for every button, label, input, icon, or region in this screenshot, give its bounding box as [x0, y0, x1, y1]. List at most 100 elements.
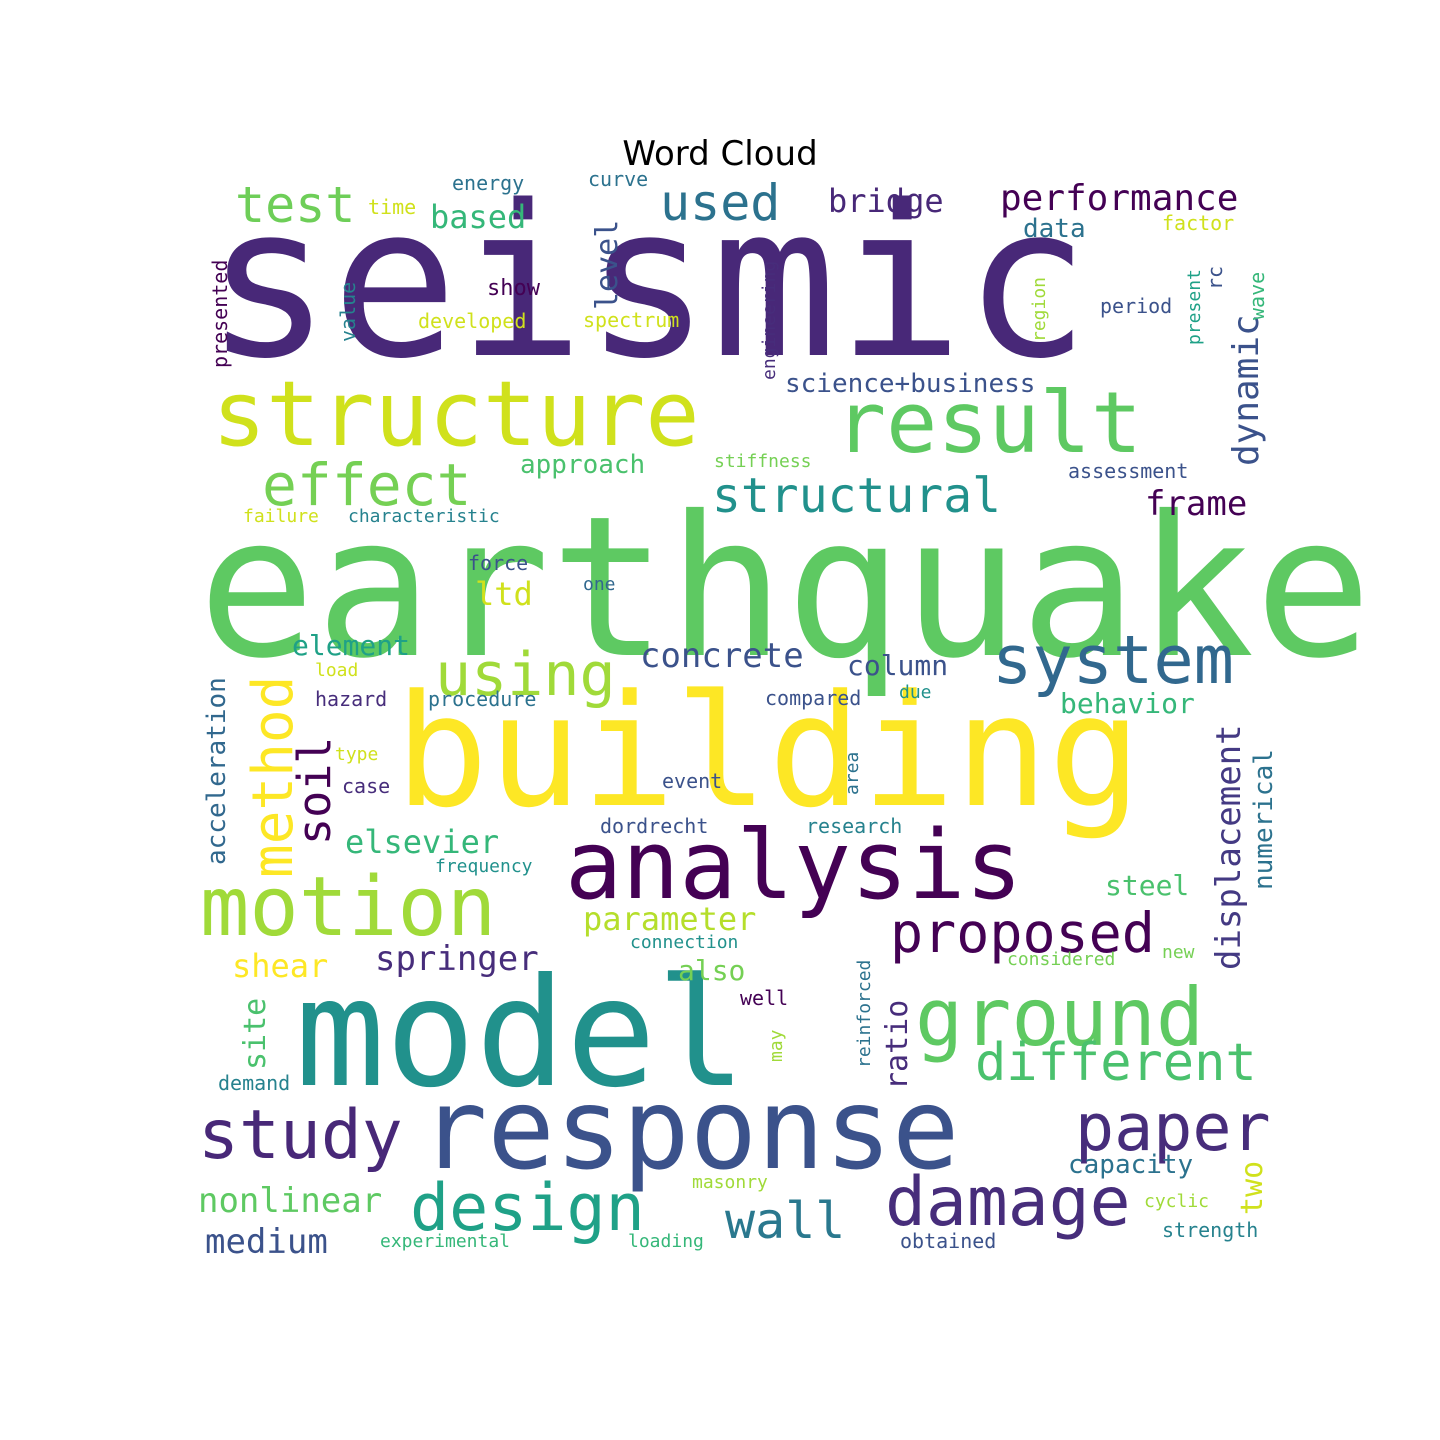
word-behavior: behavior [1060, 687, 1195, 720]
word-frequency: frequency [435, 856, 533, 877]
word-obtained: obtained [900, 1229, 996, 1253]
word-building: building [395, 661, 1142, 842]
word-data: data [1023, 214, 1086, 244]
word-considered: considered [1007, 949, 1115, 970]
word-steel: steel [1105, 869, 1189, 902]
word-experimental: experimental [380, 1231, 510, 1252]
word-paper: paper [1075, 1091, 1271, 1166]
word-system: system [992, 621, 1234, 699]
word-value: value [336, 282, 360, 342]
word-reinforced: reinforced [854, 960, 875, 1068]
word-spectrum: spectrum [583, 308, 679, 332]
word-medium: medium [205, 1222, 328, 1262]
word-ground: ground [915, 971, 1204, 1064]
word-structural: structural [712, 468, 1001, 524]
word-one: one [583, 574, 616, 595]
word-level: level [590, 220, 625, 310]
word-rc: rc [1203, 266, 1227, 290]
word-damage: damage [885, 1163, 1131, 1242]
word-factor: factor [1162, 211, 1234, 235]
word-model: model [295, 947, 747, 1121]
word-result: result [835, 374, 1142, 473]
word-elsevier: elsevier [345, 823, 499, 861]
word-new: new [1162, 942, 1195, 963]
word-presented: presented [208, 260, 232, 368]
word-used: used [660, 174, 780, 232]
word-study: study [198, 1096, 403, 1175]
word-show: show [487, 276, 541, 301]
word-research: research [806, 814, 902, 838]
word-numerical: numerical [1249, 749, 1279, 890]
word-capacity: capacity [1068, 1150, 1193, 1180]
word-column: column [847, 649, 948, 682]
word-displacement: displacement [1209, 724, 1249, 970]
word-structure: structure [212, 362, 700, 467]
word-analysis: analysis [565, 811, 1023, 921]
word-motion: motion [200, 860, 496, 955]
word-response: response [420, 1065, 959, 1195]
word-characteristic: characteristic [348, 506, 500, 527]
word-strength: strength [1162, 1218, 1258, 1242]
word-seismic: seismic [205, 160, 1090, 405]
word-acceleration: acceleration [202, 677, 232, 865]
word-type: type [335, 744, 378, 765]
word-stiffness: stiffness [714, 451, 812, 472]
word-also: also [678, 954, 745, 987]
word-proposed: proposed [890, 901, 1155, 965]
word-earthquake: earthquake [198, 474, 1372, 701]
word-well: well [740, 986, 788, 1010]
word-effect: effect [262, 451, 472, 519]
word-engineering: engineering [759, 261, 780, 380]
word-cyclic: cyclic [1144, 1191, 1209, 1212]
word-different: different [975, 1033, 1257, 1093]
word-site: site [238, 998, 273, 1070]
chart-title: Word Cloud [622, 134, 818, 174]
word-assessment: assessment [1068, 459, 1188, 483]
word-masonry: masonry [692, 1172, 768, 1193]
word-event: event [662, 769, 722, 793]
word-force: force [468, 551, 528, 575]
word-period: period [1100, 294, 1172, 318]
word-science-business: science+business [785, 369, 1035, 399]
word-ratio: ratio [880, 1000, 915, 1090]
word-springer: springer [375, 939, 539, 979]
word-case: case [342, 774, 390, 798]
word-ltd: ltd [475, 575, 533, 613]
word-design: design [410, 1171, 645, 1246]
word-approach: approach [520, 450, 645, 480]
word-soil: soil [288, 737, 341, 845]
word-dordrecht: dordrecht [600, 814, 708, 838]
word-element: element [292, 629, 410, 662]
word-compared: compared [765, 686, 861, 710]
word-procedure: procedure [428, 687, 536, 711]
word-time: time [368, 195, 416, 219]
word-hazard: hazard [315, 687, 387, 711]
word-energy: energy [452, 171, 524, 195]
word-demand: demand [218, 1071, 290, 1095]
word-wall: wall [725, 1192, 845, 1250]
word-bridge: bridge [828, 182, 944, 220]
word-wave: wave [1245, 272, 1269, 320]
word-performance: performance [1000, 178, 1238, 219]
word-concrete: concrete [640, 636, 804, 676]
word-nonlinear: nonlinear [198, 1181, 382, 1221]
word-using: using [435, 640, 616, 710]
word-based: based [430, 198, 526, 236]
word-region: region [1029, 277, 1050, 342]
word-two: two [1235, 1161, 1270, 1215]
word-connection: connection [630, 932, 738, 953]
word-curve: curve [588, 167, 648, 191]
word-present: present [1184, 269, 1205, 345]
word-due: due [899, 682, 932, 703]
word-method: method [241, 676, 306, 878]
word-load: load [315, 660, 358, 681]
word-dynamic: dynamic [1226, 314, 1267, 466]
word-parameter: parameter [583, 900, 756, 938]
word-failure: failure [243, 506, 319, 527]
word-area: area [842, 752, 863, 795]
word-test: test [235, 176, 355, 234]
word-developed: developed [418, 309, 526, 333]
word-shear: shear [232, 947, 328, 985]
word-may: may [766, 1029, 787, 1062]
